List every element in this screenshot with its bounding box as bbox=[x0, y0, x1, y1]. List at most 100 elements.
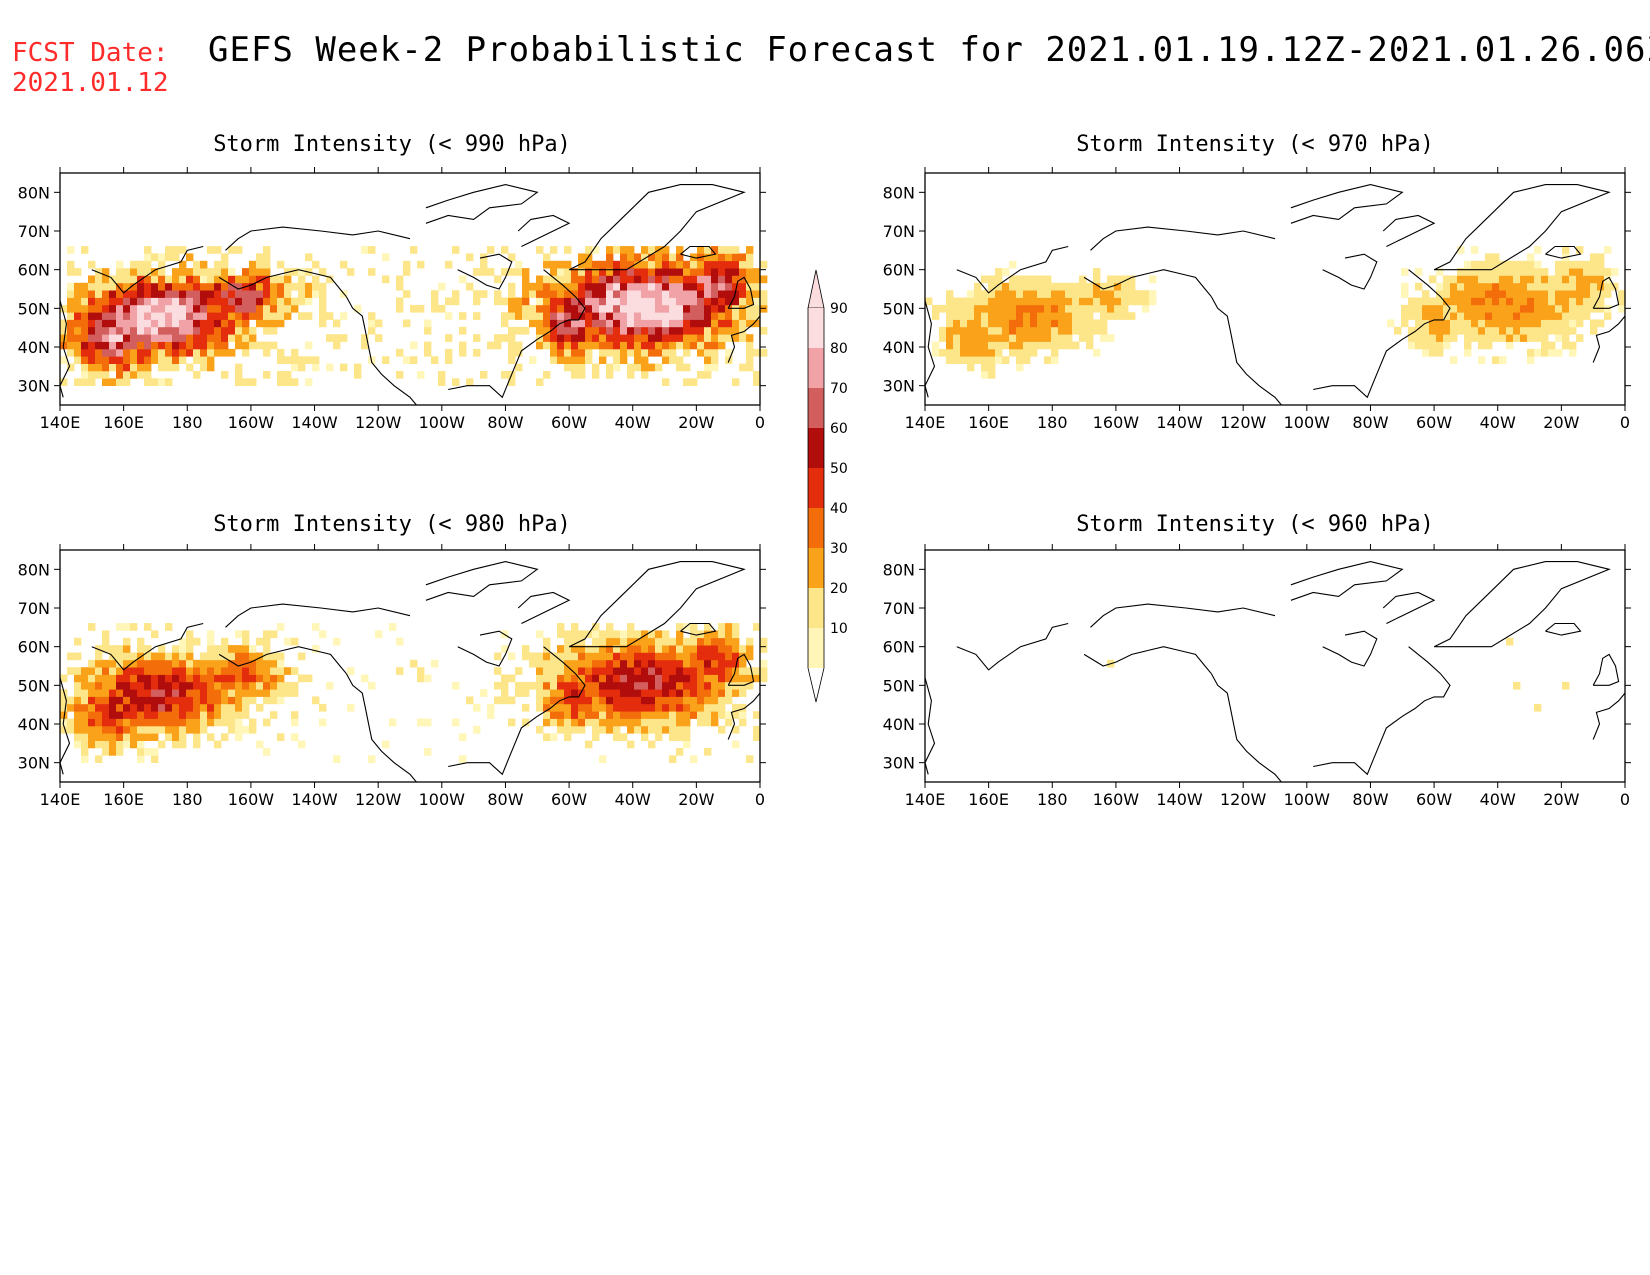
probability-cell bbox=[1415, 297, 1423, 306]
probability-cell bbox=[235, 630, 243, 639]
probability-cell bbox=[137, 748, 145, 756]
probability-cell bbox=[557, 260, 565, 269]
probability-cell bbox=[536, 319, 544, 328]
probability-cell bbox=[718, 253, 726, 262]
probability-cell bbox=[1114, 282, 1122, 291]
probability-cell bbox=[1562, 319, 1570, 328]
probability-cell bbox=[193, 275, 201, 284]
probability-cell bbox=[960, 348, 968, 357]
probability-cell bbox=[641, 667, 649, 675]
probability-cell bbox=[494, 290, 502, 298]
probability-cell bbox=[1618, 290, 1626, 298]
probability-cell bbox=[291, 711, 299, 719]
probability-cell bbox=[648, 363, 656, 372]
map-frame bbox=[59, 172, 761, 406]
probability-cell bbox=[1044, 356, 1052, 364]
probability-cell bbox=[88, 297, 96, 306]
probability-cell bbox=[529, 319, 537, 328]
probability-cell bbox=[179, 312, 187, 320]
probability-cell bbox=[144, 304, 152, 313]
probability-cell bbox=[536, 290, 544, 298]
probability-cell bbox=[207, 363, 215, 372]
probability-cell bbox=[221, 718, 229, 727]
probability-cell bbox=[445, 356, 453, 364]
probability-cell bbox=[186, 341, 194, 350]
probability-cell bbox=[592, 334, 600, 342]
probability-cell bbox=[753, 268, 761, 276]
probability-cell bbox=[732, 711, 740, 719]
probability-cell bbox=[396, 348, 404, 357]
probability-cell bbox=[67, 304, 75, 313]
probability-cell bbox=[648, 268, 656, 276]
coastline bbox=[1433, 561, 1611, 648]
probability-cell bbox=[704, 652, 712, 661]
probability-cell bbox=[676, 334, 684, 342]
probability-cell bbox=[179, 304, 187, 313]
probability-cell bbox=[648, 282, 656, 291]
probability-cell bbox=[669, 253, 677, 262]
probability-cell bbox=[81, 304, 89, 313]
probability-cell bbox=[697, 290, 705, 298]
probability-cell bbox=[179, 740, 187, 749]
probability-cell bbox=[1058, 334, 1066, 342]
probability-cell bbox=[172, 290, 180, 298]
colorbar-label: 60 bbox=[830, 421, 848, 437]
probability-cell bbox=[718, 297, 726, 306]
probability-cell bbox=[459, 733, 467, 741]
probability-cell bbox=[655, 297, 663, 306]
probability-cell bbox=[60, 378, 68, 386]
probability-cell bbox=[193, 319, 201, 328]
probability-cell bbox=[165, 681, 173, 690]
probability-cell bbox=[207, 319, 215, 328]
probability-cell bbox=[641, 282, 649, 291]
probability-cell bbox=[158, 681, 166, 690]
probability-cell bbox=[130, 689, 138, 697]
probability-cell bbox=[256, 341, 264, 350]
probability-cell bbox=[74, 740, 82, 749]
probability-cell bbox=[291, 667, 299, 675]
probability-cell bbox=[760, 260, 768, 269]
probability-cell bbox=[158, 718, 166, 727]
probability-cell bbox=[683, 725, 691, 734]
probability-cell bbox=[967, 326, 975, 335]
probability-cell bbox=[946, 290, 954, 298]
probability-cell bbox=[683, 363, 691, 372]
probability-cell bbox=[172, 297, 180, 306]
probability-cell bbox=[508, 334, 516, 342]
probability-cell bbox=[669, 334, 677, 342]
probability-cell bbox=[144, 733, 152, 741]
probability-cell bbox=[81, 667, 89, 675]
probability-cell bbox=[403, 290, 411, 298]
probability-cell bbox=[179, 334, 187, 342]
probability-cell bbox=[1107, 290, 1115, 298]
probability-cell bbox=[732, 275, 740, 284]
probability-cell bbox=[277, 371, 285, 379]
probability-cell bbox=[221, 268, 229, 276]
probability-cell bbox=[158, 326, 166, 335]
probability-cell bbox=[641, 652, 649, 661]
panel-title-960: Storm Intensity (< 960 hPa) bbox=[1076, 512, 1434, 537]
probability-cell bbox=[1016, 348, 1024, 357]
probability-cell bbox=[1471, 260, 1479, 269]
probability-cell bbox=[1436, 282, 1444, 291]
probability-cell bbox=[648, 348, 656, 357]
probability-cell bbox=[109, 363, 117, 372]
probability-cell bbox=[396, 667, 404, 675]
probability-cell bbox=[1464, 297, 1472, 306]
probability-cell bbox=[571, 363, 579, 372]
probability-cell bbox=[207, 334, 215, 342]
probability-cell bbox=[1457, 246, 1465, 254]
probability-cell bbox=[305, 312, 313, 320]
probability-cell bbox=[676, 363, 684, 372]
probability-cell bbox=[760, 326, 768, 335]
probability-cell bbox=[102, 319, 110, 328]
colorbar-label: 10 bbox=[830, 621, 848, 637]
probability-cell bbox=[655, 268, 663, 276]
probability-cell bbox=[305, 341, 313, 350]
probability-cell bbox=[158, 304, 166, 313]
probability-cell bbox=[207, 246, 215, 254]
probability-cell bbox=[312, 363, 320, 372]
coastline bbox=[1433, 184, 1611, 271]
probability-cell bbox=[592, 260, 600, 269]
